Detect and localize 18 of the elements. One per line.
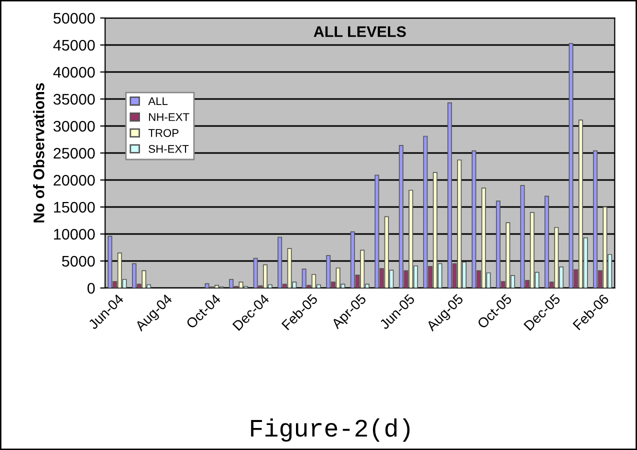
y-tick-label: 5000	[62, 256, 95, 267]
y-tick-label: 50000	[54, 12, 95, 24]
y-tick-label: 20000	[54, 174, 95, 186]
y-tick-label: 45000	[53, 40, 95, 51]
legend-label: NH-EXT	[149, 113, 190, 121]
legend-label: SH-EXT	[148, 144, 189, 153]
y-axis-title: No of Observations	[33, 83, 44, 222]
legend-label: TROP	[148, 129, 178, 137]
y-tick-label: 35000	[53, 94, 95, 105]
text: Figure-2(d)	[251, 418, 410, 442]
y-tick-label: 0	[87, 282, 95, 294]
y-tick-label: 25000	[54, 148, 95, 159]
y-tick-label: 15000	[54, 202, 95, 213]
y-tick-label: 30000	[53, 120, 95, 132]
chart-title: ALL LEVELS	[314, 26, 406, 38]
y-tick-label: 10000	[54, 228, 95, 240]
legend-label: ALL	[148, 97, 168, 106]
y-tick-label: 40000	[53, 66, 95, 78]
